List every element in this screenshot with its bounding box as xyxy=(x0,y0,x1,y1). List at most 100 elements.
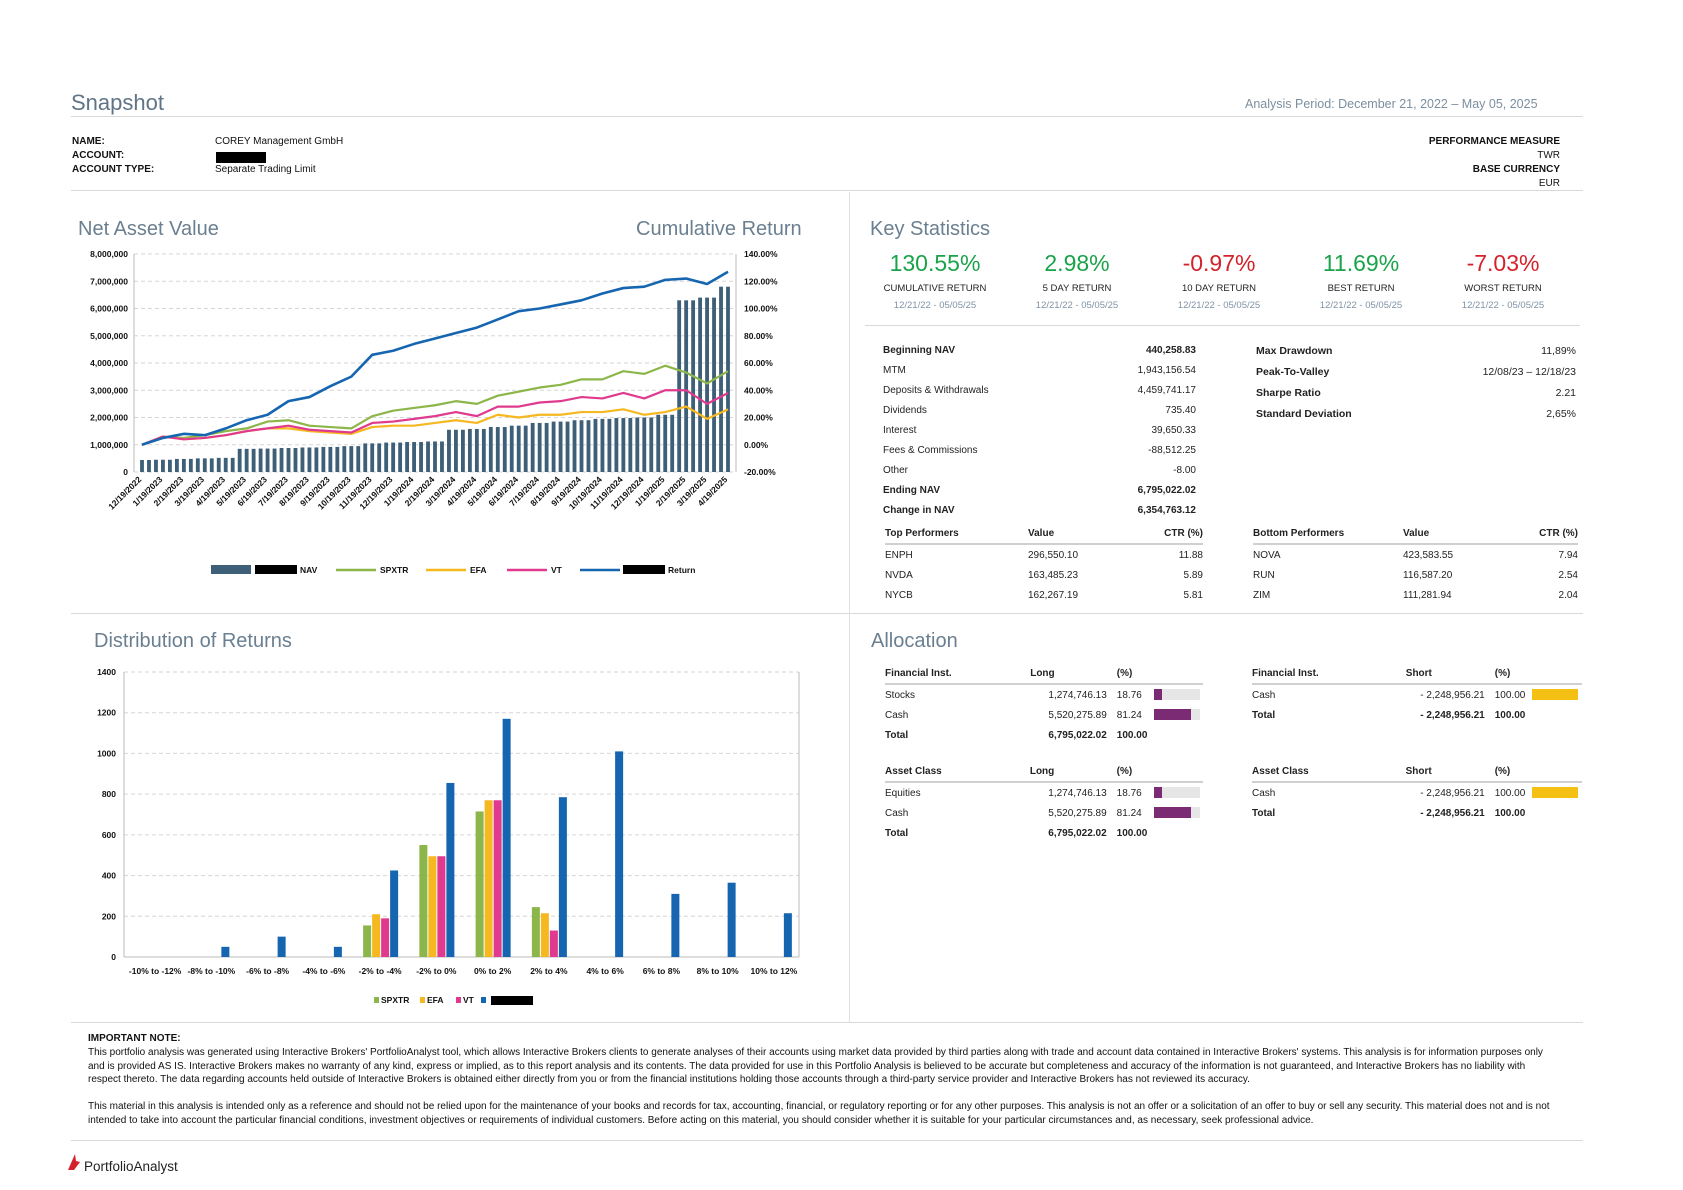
performers-header-value: Value xyxy=(1028,523,1123,545)
nav-bar xyxy=(195,458,200,472)
nav-bar xyxy=(188,458,193,472)
alloc-total-pct: 100.00 xyxy=(1116,729,1148,741)
dist-bar-return xyxy=(727,882,736,957)
nav-summary-row: Deposits & Withdrawals 4,459,741.17 xyxy=(883,380,1196,400)
nav-bar xyxy=(342,446,347,472)
nav-bar xyxy=(398,442,403,472)
alloc-header-name: Financial Inst. xyxy=(1252,663,1406,685)
key-stat-value: 130.55% xyxy=(889,250,981,276)
alloc-bar-track xyxy=(1532,787,1579,799)
performers-row: ENPH 296,550.10 11.88 xyxy=(885,544,1203,565)
dist-y-tick: 1400 xyxy=(97,667,116,677)
nav-bar xyxy=(230,457,235,472)
key-stat-card: 11.69% BEST RETURN 12/21/22 - 05/05/25 xyxy=(1291,250,1431,311)
nav-chart: 8,000,000 7,000,000 6,000,000 5,000,000 4,00… xyxy=(90,250,778,575)
nav-bar xyxy=(384,442,389,472)
dist-bar-return xyxy=(502,718,511,957)
nav-bar xyxy=(565,421,570,472)
nav-bar xyxy=(481,428,486,472)
row-divider xyxy=(71,613,1583,614)
nav-summary-value: 735.40 xyxy=(1165,404,1196,416)
key-stat-value: -7.03% xyxy=(1466,250,1540,276)
nav-series-return xyxy=(141,270,729,446)
key-stat-period: 12/21/22 - 05/05/25 xyxy=(1319,300,1403,311)
risk-summary-row: Max Drawdown 11,89% xyxy=(1256,340,1576,361)
risk-summary: Max Drawdown 11,89% Peak-To-Valley 12/08/23… xyxy=(1256,340,1576,424)
perf-measure-value: TWR xyxy=(1537,150,1560,161)
nav-summary-label: Fees & Commissions xyxy=(883,444,978,456)
nav-bar xyxy=(167,459,172,472)
performers-header-ctr: CTR (%) xyxy=(1123,523,1203,545)
nav-bar xyxy=(558,421,563,472)
nav-bar xyxy=(600,418,605,472)
performers-row: NYCB 162,267.19 5.81 xyxy=(885,585,1203,605)
dist-legend-redaction xyxy=(491,996,533,1005)
dist-bar-return xyxy=(333,946,342,957)
dist-bar-return xyxy=(615,751,624,957)
risk-summary-value: 12/08/23 – 12/18/23 xyxy=(1482,365,1576,378)
nav-bar xyxy=(209,458,214,472)
nav-bar xyxy=(265,448,270,472)
nav-bar xyxy=(391,442,396,472)
nav-bar xyxy=(537,422,542,472)
dist-bar-vt xyxy=(437,856,446,957)
alloc-row: Cash - 2,248,956.21 100.00 xyxy=(1252,782,1582,803)
nav-summary-row: Ending NAV 6,795,022.02 xyxy=(883,480,1196,500)
alloc-row: Equities 1,274,746.13 18.76 xyxy=(885,782,1203,803)
dist-bar-spxtr xyxy=(531,907,540,957)
dist-x-tick: -8% to -10% xyxy=(188,966,236,976)
name-value: COREY Management GmbH xyxy=(215,136,344,147)
key-stat-period: 12/21/22 - 05/05/25 xyxy=(1461,300,1545,311)
nav-bar xyxy=(551,421,556,472)
alloc-total-bar xyxy=(1532,705,1582,725)
note-paragraph-1: This portfolio analysis was generated us… xyxy=(88,1047,1543,1085)
nav-y-left-tick: 8,000,000 xyxy=(90,250,128,259)
dist-legend-swatch xyxy=(456,997,461,1003)
nav-summary-label: Change in NAV xyxy=(883,504,955,516)
bottom-performers: Bottom Performers Value CTR (%) NOVA 423,583… xyxy=(1253,523,1578,605)
alloc-name: Cash xyxy=(1252,787,1276,799)
nav-series-vt xyxy=(141,389,729,446)
dist-y-tick: 1200 xyxy=(97,708,116,718)
nav-y-left-tick: 1,000,000 xyxy=(90,440,128,450)
nav-bar xyxy=(140,460,144,472)
nav-legend-redaction xyxy=(255,565,297,574)
nav-series-spxtr xyxy=(141,364,729,446)
nav-y-right-tick: 100.00% xyxy=(744,304,778,314)
alloc-header: Asset Class Long (%) xyxy=(885,761,1203,783)
alloc-name: Cash xyxy=(885,807,909,819)
nav-legend-label: EFA xyxy=(470,565,487,575)
risk-summary-label: Peak-To-Valley xyxy=(1256,365,1330,378)
nav-bar xyxy=(447,429,451,472)
nav-bar xyxy=(614,418,619,472)
dist-y-tick: 600 xyxy=(102,830,116,840)
nav-bar xyxy=(426,441,430,472)
nav-bar xyxy=(691,300,696,472)
base-currency-value: EUR xyxy=(1538,178,1560,189)
alloc-header-bar xyxy=(1153,663,1203,685)
key-stats-cards: 130.55% CUMULATIVE RETURN 12/21/22 - 05/05… xyxy=(865,250,1575,320)
risk-summary-value: 11,89% xyxy=(1541,344,1576,357)
account-type-value: Separate Trading Limit xyxy=(215,164,316,175)
dist-x-tick: -2% to 0% xyxy=(416,966,457,976)
nav-bar xyxy=(621,418,626,472)
dist-legend-label: SPXTR xyxy=(381,995,409,1005)
dist-bar-efa xyxy=(372,914,381,957)
dist-bar-spxtr xyxy=(363,925,372,957)
alloc-name: Equities xyxy=(885,787,921,799)
alloc-bar-fill xyxy=(1532,689,1579,701)
dist-x-tick: 0% to 2% xyxy=(474,966,512,976)
performer-ctr: 7.94 xyxy=(1558,549,1578,561)
performer-symbol: NOVA xyxy=(1253,549,1281,561)
nav-bar xyxy=(419,442,423,472)
dist-legend-label: VT xyxy=(463,995,475,1005)
alloc-total-amount: 6,795,022.02 xyxy=(1048,729,1107,741)
analysis-period: Analysis Period: December 21, 2022 – May… xyxy=(1245,97,1538,111)
dist-x-tick: -10% to -12% xyxy=(129,966,182,976)
alloc-bar-cell xyxy=(1153,705,1203,725)
alloc-row: Cash 5,520,275.89 81.24 xyxy=(885,705,1203,725)
key-stat-label: CUMULATIVE RETURN xyxy=(883,283,987,294)
alloc-fin-short: Financial Inst. Short (%) Cash - 2,248,956.2… xyxy=(1252,663,1582,725)
nav-bar xyxy=(202,458,207,472)
nav-summary-row: Interest 39,650.33 xyxy=(883,420,1196,440)
